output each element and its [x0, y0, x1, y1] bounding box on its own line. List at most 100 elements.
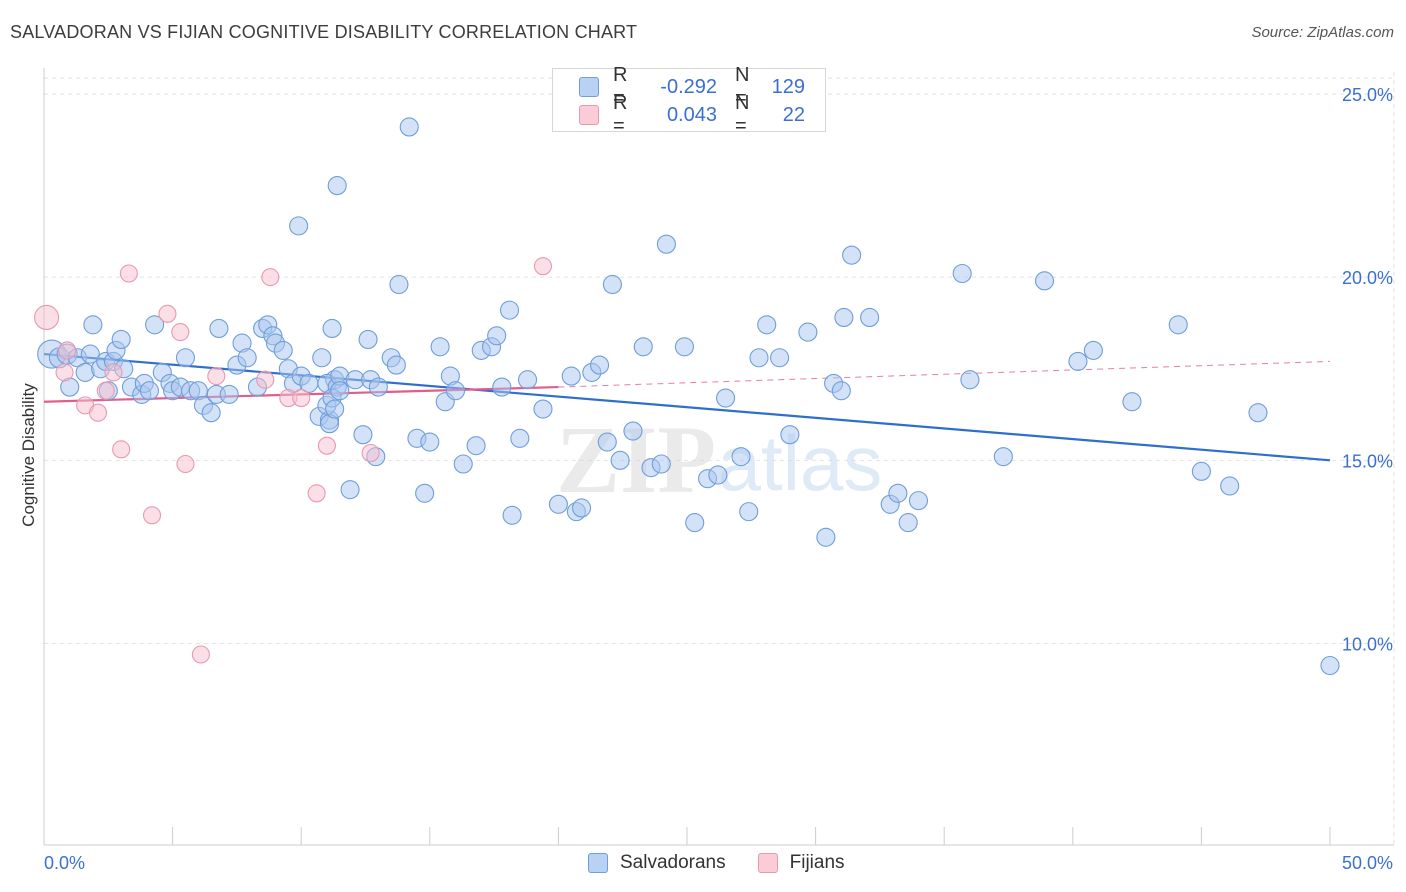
salvadorans-point [80, 344, 100, 364]
salvadorans-point [749, 348, 769, 368]
x-tick-label: 50.0% [1342, 853, 1393, 873]
legend-row-fijians: R = 0.043 N = 22 [579, 92, 805, 137]
legend-item-fijians[interactable]: Fijians [757, 852, 845, 874]
salvadorans-point [386, 355, 406, 375]
fijians-point [171, 323, 190, 342]
salvadorans-point [571, 498, 592, 518]
r-label: R = [613, 92, 628, 137]
x-tick-label: 0.0% [44, 853, 85, 873]
fijians-points [34, 257, 553, 664]
salvadorans-point [674, 337, 694, 357]
salvadorans-point [322, 318, 342, 338]
salvadorans-point [415, 483, 435, 503]
y-tick-label: 10.0% [1342, 635, 1393, 655]
salvadorans-point [145, 315, 165, 335]
salvadorans-point [716, 388, 736, 408]
salvadorans-point [952, 263, 972, 284]
salvadorans-swatch [579, 77, 599, 97]
salvadorans-point [656, 234, 676, 254]
r-value: 0.043 [666, 103, 717, 126]
fijians-point [96, 381, 115, 400]
salvadorans-point [610, 450, 630, 470]
salvadorans-point [358, 329, 378, 349]
source-label: Source: ZipAtlas.com [1251, 24, 1394, 41]
salvadorans-point [368, 377, 388, 397]
salvadorans-point [898, 513, 918, 533]
salvadorans-points [37, 117, 1340, 676]
salvadorans-point [651, 454, 671, 474]
salvadorans-point [757, 315, 777, 335]
salvadorans-point [993, 447, 1013, 467]
fijians-point [292, 389, 311, 408]
fijians-point [88, 403, 108, 422]
salvadorans-point [960, 370, 980, 390]
salvadorans-point [420, 432, 440, 452]
fijians-point [112, 440, 131, 459]
fijians-point [191, 645, 210, 664]
fijians-point [256, 370, 275, 389]
salvadorans-point [453, 454, 473, 474]
salvadorans-point [739, 502, 759, 522]
salvadorans-trend-line [43, 352, 1331, 462]
salvadorans-point [633, 337, 653, 357]
fijians-point [104, 363, 123, 382]
fijians-point [58, 341, 77, 360]
salvadorans-point [834, 307, 854, 328]
salvadorans-point [201, 403, 221, 423]
r-value: -0.292 [660, 75, 717, 98]
salvadorans-point [1191, 461, 1211, 481]
n-label: N = [735, 64, 750, 109]
fijians-swatch [579, 105, 599, 125]
fijians-point [142, 506, 162, 525]
salvadorans-point [1034, 271, 1055, 291]
salvadorans-point [510, 428, 530, 448]
salvadorans-point [1122, 392, 1142, 412]
salvadorans-point [908, 491, 929, 511]
salvadorans-point [430, 337, 450, 357]
y-axis-label: Cognitive Disability [19, 383, 38, 527]
salvadorans-point [816, 527, 836, 547]
salvadorans-point [1220, 476, 1240, 496]
salvadorans-point [353, 425, 373, 445]
watermark: ZIP atlas [556, 406, 882, 513]
fijians-point [55, 363, 74, 382]
n-value: 22 [782, 103, 805, 126]
salvadorans-point [1168, 315, 1188, 335]
salvadorans-point [502, 505, 522, 525]
legend-label-fijians: Fijians [789, 852, 845, 873]
salvadorans-point [798, 322, 818, 342]
salvadorans-point [83, 315, 103, 335]
salvadorans-legend-swatch [588, 853, 608, 873]
salvadorans-point [139, 381, 160, 401]
salvadorans-point [770, 348, 790, 368]
salvadorans-point [273, 340, 293, 360]
fijians-point [361, 443, 380, 463]
fijians-point [317, 436, 336, 455]
salvadorans-point [111, 329, 131, 349]
salvadorans-point [325, 399, 345, 419]
salvadorans-point [219, 384, 239, 404]
salvadorans-point [209, 318, 229, 338]
salvadorans-point [237, 348, 257, 368]
fijians-legend-swatch [757, 853, 778, 873]
fijians-point [176, 454, 195, 474]
salvadorans-point [590, 355, 610, 375]
fijians-point [533, 257, 553, 276]
salvadorans-point [389, 274, 409, 295]
legend-item-salvadorans[interactable]: Salvadorans [588, 852, 726, 874]
salvadorans-point [780, 425, 800, 445]
legend-label-salvadorans: Salvadorans [620, 852, 726, 873]
n-value: 129 [771, 75, 805, 98]
salvadorans-point [492, 377, 512, 397]
salvadorans-point [289, 216, 309, 236]
y-tick-label: 20.0% [1342, 268, 1393, 288]
salvadorans-point [517, 370, 538, 390]
fijians-point [119, 264, 138, 283]
fijians-point [307, 484, 326, 503]
y-tick-label: 25.0% [1342, 85, 1393, 105]
salvadorans-point [340, 480, 360, 500]
salvadorans-point [860, 307, 880, 328]
salvadorans-point [1248, 403, 1268, 423]
salvadorans-point [842, 245, 862, 265]
r-label: R = [613, 64, 628, 109]
